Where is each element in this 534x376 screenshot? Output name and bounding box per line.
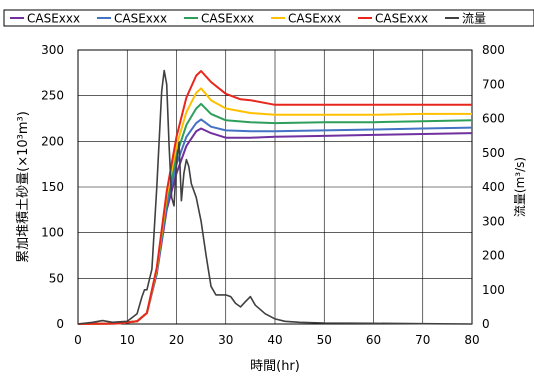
y-right-tick-label: 600 xyxy=(482,112,505,126)
legend-label-5: CASExxx xyxy=(375,12,428,26)
x-tick-label: 30 xyxy=(218,333,233,347)
y-left-tick-label: 0 xyxy=(56,317,64,331)
x-tick-label: 0 xyxy=(74,333,82,347)
legend-frame xyxy=(3,9,534,27)
y-left-tick-label: 250 xyxy=(41,89,64,103)
series-line-5 xyxy=(77,70,472,325)
y-right-tick-label: 700 xyxy=(482,77,505,91)
x-tick-label: 60 xyxy=(366,333,381,347)
x-tick-label: 70 xyxy=(415,333,430,347)
y-left-tick-label: 200 xyxy=(41,134,64,148)
x-tick-label: 10 xyxy=(120,333,135,347)
series-lines xyxy=(77,69,473,325)
y-right-tick-label: 0 xyxy=(482,317,490,331)
legend-label-3: CASExxx xyxy=(201,12,254,26)
y-right-tick-label: 100 xyxy=(482,283,505,297)
y-left-tick-label: 300 xyxy=(41,43,64,57)
plot-frame xyxy=(77,49,473,325)
y-right-axis-title: 流量(m³/s) xyxy=(513,157,527,217)
y-right-tick-label: 200 xyxy=(482,249,505,263)
y-left-axis-title: 累加堆積土砂量(×10³m³) xyxy=(16,111,31,263)
y-right-tick-label: 500 xyxy=(482,146,505,160)
series-line-6 xyxy=(77,69,473,325)
x-tick-label: 80 xyxy=(464,333,479,347)
y-left-tick-label: 100 xyxy=(41,226,64,240)
y-left-tick-label: 50 xyxy=(49,271,64,285)
x-tick-label: 40 xyxy=(267,333,282,347)
y-left-tick-label: 150 xyxy=(41,180,64,194)
legend-label-2: CASExxx xyxy=(114,12,167,26)
y-right-tick-label: 300 xyxy=(482,214,505,228)
grid xyxy=(78,50,472,324)
x-tick-label: 50 xyxy=(317,333,332,347)
legend-label-4: CASExxx xyxy=(288,12,341,26)
x-tick-label: 20 xyxy=(169,333,184,347)
y-right-tick-label: 800 xyxy=(482,43,505,57)
tick-labels: 0 10 20 30 40 50 60 70 8005010015020025030001002… xyxy=(41,43,505,347)
x-axis-title: 時間(hr) xyxy=(250,359,300,374)
legend-label-6: 流量 xyxy=(462,12,486,26)
legend-label-1: CASExxx xyxy=(27,12,80,26)
legend: CASExxx CASExxx CASExxx CASExxx CASExxx 流量 xyxy=(3,9,534,27)
y-right-tick-label: 400 xyxy=(482,180,505,194)
